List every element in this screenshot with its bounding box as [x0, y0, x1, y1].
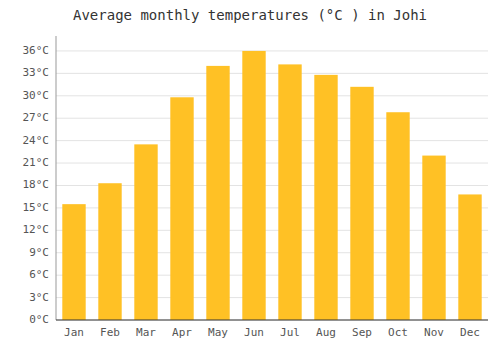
x-tick-label: Jul	[280, 326, 300, 339]
bar	[458, 194, 481, 320]
grid-line	[56, 140, 488, 141]
y-grid	[56, 51, 488, 320]
y-tick-label: 36°C	[23, 44, 50, 57]
x-tick-label: Nov	[424, 326, 444, 339]
y-tick-label: 30°C	[23, 89, 50, 102]
grid-line	[56, 118, 488, 119]
bar	[170, 97, 193, 320]
bar	[422, 156, 445, 320]
x-tick-label: Jan	[64, 326, 84, 339]
x-tick-label: May	[208, 326, 228, 339]
x-tick-label: Oct	[388, 326, 408, 339]
bar	[98, 183, 121, 320]
x-tick-label: Aug	[316, 326, 336, 339]
x-tick-labels: Jan Feb Mar Apr May Jun Jul Aug Sep Oct Nov Dec	[64, 326, 480, 339]
title: Average monthly temperatures (°C ) in Jo…	[73, 7, 427, 23]
x-tick-label: Feb	[100, 326, 120, 339]
x-tick-label: Apr	[172, 326, 192, 339]
y-tick-labels: 0°C 3°C 6°C 9°C 12°C 15°C 18°C 21°C 24°C 27°C 30°C…	[23, 44, 50, 326]
grid-line	[56, 73, 488, 74]
bar	[386, 112, 409, 320]
y-tick-label: 0°C	[29, 313, 49, 326]
x-tick-label: Dec	[460, 326, 480, 339]
bar	[278, 64, 301, 320]
y-tick-label: 21°C	[23, 156, 50, 169]
chart: Average monthly temperatures (°C ) in Jo…	[0, 0, 500, 350]
bar	[350, 87, 373, 320]
grid-line	[56, 50, 488, 51]
grid-line	[56, 95, 488, 96]
bar	[206, 66, 229, 320]
bar	[314, 75, 337, 320]
x-tick-label: Sep	[352, 326, 372, 339]
y-tick-label: 3°C	[29, 291, 49, 304]
y-tick-label: 12°C	[23, 223, 50, 236]
y-tick-label: 24°C	[23, 134, 50, 147]
bars	[62, 51, 481, 320]
bar	[134, 144, 157, 320]
bar	[242, 51, 265, 320]
y-axis-line	[56, 36, 57, 320]
y-tick-label: 9°C	[29, 246, 49, 259]
x-tick-label: Jun	[244, 326, 264, 339]
x-tick-label: Mar	[136, 326, 156, 339]
grid-line	[56, 320, 488, 321]
y-tick-label: 6°C	[29, 268, 49, 281]
y-tick-label: 15°C	[23, 201, 50, 214]
bar	[62, 204, 85, 320]
y-tick-label: 18°C	[23, 178, 50, 191]
y-tick-label: 33°C	[23, 66, 50, 79]
x-axis-line	[56, 320, 488, 321]
y-tick-label: 27°C	[23, 111, 50, 124]
